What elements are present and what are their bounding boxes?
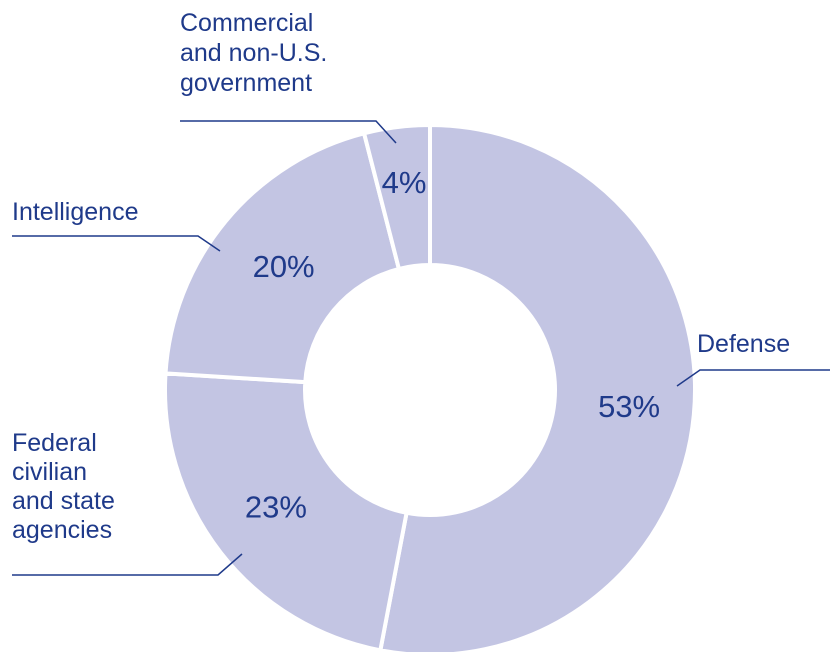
category-label-line: agencies bbox=[12, 516, 112, 544]
category-label-federal-civilian-and-state-agencies: Federal civilian and state agencies bbox=[12, 429, 115, 544]
category-label-line: and non-U.S. bbox=[180, 39, 327, 67]
slice-defense bbox=[378, 122, 697, 652]
slice-value-commercial-and-non-u-s-government: 4% bbox=[382, 165, 427, 200]
slice-federal-civilian-and-state-agencies bbox=[163, 371, 409, 652]
category-label-line: Commercial bbox=[180, 9, 313, 37]
slice-value-federal-civilian-and-state-agencies: 23% bbox=[245, 490, 307, 525]
leader-line-intelligence bbox=[12, 235, 221, 252]
slice-intelligence bbox=[163, 130, 402, 385]
category-label-line: Intelligence bbox=[12, 198, 138, 226]
slice-value-intelligence: 20% bbox=[253, 249, 315, 284]
category-label-line: civilian bbox=[12, 458, 87, 486]
leader-line-commercial-and-non-u-s-government bbox=[180, 120, 397, 144]
leader-line-federal-civilian-and-state-agencies bbox=[12, 553, 243, 576]
leader-line-defense bbox=[676, 369, 830, 387]
category-label-line: and state bbox=[12, 487, 115, 515]
slice-value-defense: 53% bbox=[598, 389, 660, 424]
category-label-defense: Defense bbox=[697, 330, 790, 358]
category-label-line: Defense bbox=[697, 330, 790, 358]
category-label-commercial-and-non-u-s-government: Commercial and non-U.S. government bbox=[180, 9, 327, 97]
category-label-line: government bbox=[180, 69, 312, 97]
category-label-intelligence: Intelligence bbox=[12, 198, 138, 226]
category-label-line: Federal bbox=[12, 429, 97, 457]
